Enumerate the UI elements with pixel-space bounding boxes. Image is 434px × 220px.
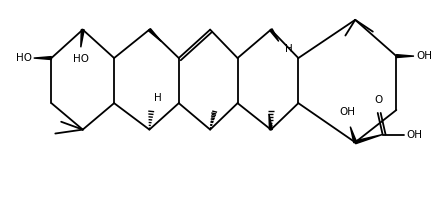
Polygon shape (354, 134, 382, 144)
Text: HO: HO (16, 53, 32, 63)
Polygon shape (349, 127, 356, 143)
Text: HO: HO (72, 54, 89, 64)
Polygon shape (148, 29, 161, 41)
Text: H: H (154, 93, 162, 103)
Text: O: O (374, 95, 382, 105)
Polygon shape (395, 55, 413, 58)
Text: OH: OH (415, 51, 431, 61)
Text: H: H (284, 44, 292, 54)
Text: OH: OH (339, 107, 355, 117)
Polygon shape (81, 29, 84, 47)
Polygon shape (34, 57, 51, 60)
Text: OH: OH (405, 130, 421, 139)
Polygon shape (269, 29, 278, 41)
Polygon shape (268, 114, 272, 130)
